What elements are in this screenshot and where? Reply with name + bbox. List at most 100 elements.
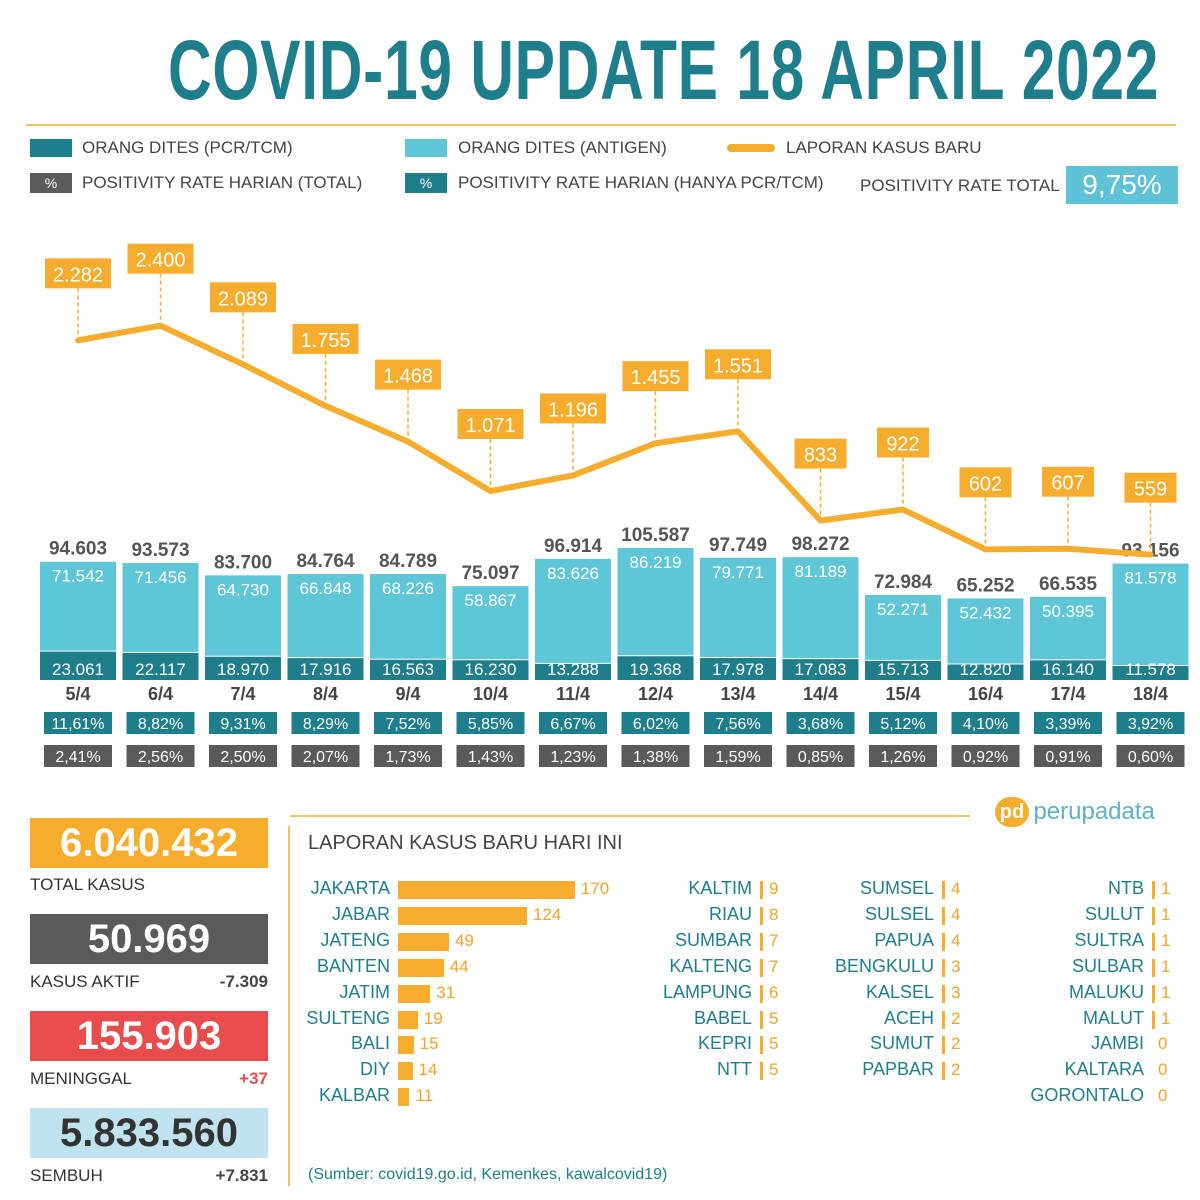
antigen-value-label: 71.542 (52, 567, 104, 586)
province-name: JAMBI (1090, 1033, 1144, 1054)
province-value: 1 (1161, 904, 1171, 924)
antigen-value-label: 71.456 (135, 568, 187, 587)
province-bar (942, 1010, 945, 1029)
total-tested-label: 94.603 (49, 539, 107, 560)
antigen-value-label: 52.271 (877, 600, 929, 619)
antigen-value-label: 68.226 (382, 579, 434, 598)
province-bar (942, 958, 945, 977)
total-tested-label: 84.789 (379, 551, 437, 572)
perupadata-logo: pd perupadata (995, 797, 1155, 833)
antigen-bar (700, 557, 776, 658)
province-value: 5 (769, 1008, 779, 1028)
new-cases-label: 2.400 (135, 250, 185, 272)
pr-total-label: 0,92% (963, 749, 1008, 766)
recovered-value: 5.833.560 (30, 1108, 268, 1158)
logo-mark-icon: pd (995, 797, 1029, 827)
province-bar (398, 1010, 418, 1029)
province-value: 0 (1158, 1034, 1168, 1054)
pr-pcr-label: 5,85% (468, 716, 513, 733)
date-tick-label: 14/4 (803, 684, 838, 704)
province-value: 170 (580, 879, 610, 898)
pr-total-badge (704, 745, 772, 767)
province-value: 124 (532, 904, 562, 924)
province-value: 1 (1161, 982, 1171, 1002)
antigen-bar (205, 575, 281, 657)
province-bar (942, 984, 945, 1003)
new-cases-label: 2.089 (218, 288, 268, 310)
pcr-value-label: 16.563 (382, 660, 434, 679)
province-value: 11 (415, 1086, 434, 1106)
province-name: PAPUA (874, 929, 934, 950)
province-name: BALI (350, 1033, 390, 1054)
province-name: SULTENG (306, 1007, 390, 1028)
new-cases-badge (794, 438, 847, 469)
province-bar (942, 881, 945, 899)
pcr-bar (205, 656, 281, 680)
pr-pcr-label: 3,39% (1045, 716, 1090, 733)
pr-total-label: POSITIVITY RATE TOTAL (860, 176, 1060, 195)
pr-total-label: 1,59% (715, 749, 760, 766)
province-value: 1 (1161, 930, 1171, 950)
antigen-bar (865, 595, 941, 661)
antigen-bar (122, 563, 199, 653)
pr-total-badge (869, 745, 937, 767)
total-cases-value: 6.040.432 (30, 818, 268, 868)
province-value: 7 (769, 930, 779, 950)
new-cases-label: 559 (1134, 479, 1167, 501)
pcr-bar (947, 663, 1024, 680)
new-cases-badge (959, 467, 1012, 498)
deaths-label: MENINGGAL (30, 1069, 133, 1088)
province-name: JAKARTA (310, 878, 390, 898)
total-cases-label: TOTAL KASUS (30, 875, 145, 894)
new-cases-badge (1124, 472, 1177, 503)
antigen-value-label: 64.730 (217, 580, 269, 599)
title-divider (26, 124, 1176, 126)
pr-total-label: 0,60% (1128, 749, 1173, 766)
province-value: 6 (769, 982, 779, 1002)
pr-total-badge (1116, 745, 1185, 767)
antigen-value-label: 79.771 (712, 563, 764, 582)
new-cases-badge (457, 409, 524, 439)
province-bar (1152, 932, 1155, 951)
pr-pcr-label: 11,61% (51, 716, 104, 733)
pr-pcr-label: 3,68% (798, 716, 843, 733)
province-bar (1152, 984, 1155, 1003)
new-cases-label: 1.455 (630, 367, 680, 389)
province-value: 1 (1161, 1008, 1171, 1028)
province-value: 2 (951, 1008, 961, 1028)
legend-new-cases-line (727, 144, 775, 152)
pr-total-label: 2,56% (138, 749, 183, 766)
active-cases-change: -7.309 (219, 972, 268, 991)
province-name: KALTENG (669, 955, 752, 976)
pcr-value-label: 12.820 (960, 660, 1012, 679)
recovered-change: +7.831 (215, 1166, 268, 1185)
pr-total-label: 1,73% (385, 749, 430, 766)
province-name: MALUKU (1068, 981, 1144, 1002)
new-cases-line (75, 322, 1154, 558)
province-name: SUMSEL (859, 878, 934, 898)
pcr-value-label: 15.713 (877, 660, 929, 679)
pr-total-label: 0,91% (1045, 749, 1090, 766)
new-cases-badge (210, 282, 276, 313)
total-tested-label: 97.749 (709, 535, 767, 556)
pr-pcr-badge (126, 712, 195, 734)
total-tested-label: 72.984 (874, 572, 933, 593)
pr-total-badge (786, 745, 855, 767)
province-bar (398, 958, 444, 977)
pcr-bar (617, 655, 694, 680)
new-cases-label: 1.196 (548, 399, 598, 421)
pr-total-label: 1,38% (633, 749, 678, 766)
pcr-bar (865, 660, 941, 680)
province-bar (760, 906, 763, 925)
pr-total-badge (539, 745, 607, 767)
total-tested-label: 96.914 (544, 536, 603, 557)
deaths-change: +37 (239, 1069, 268, 1088)
new-cases-badge (292, 323, 359, 354)
province-value: 8 (769, 904, 779, 924)
pr-pcr-label: 6,02% (633, 716, 678, 733)
pcr-bar (370, 659, 446, 680)
new-cases-label: 602 (969, 473, 1002, 495)
pcr-value-label: 16.140 (1042, 660, 1094, 679)
pcr-bar (1030, 659, 1106, 680)
province-value: 3 (951, 982, 961, 1002)
